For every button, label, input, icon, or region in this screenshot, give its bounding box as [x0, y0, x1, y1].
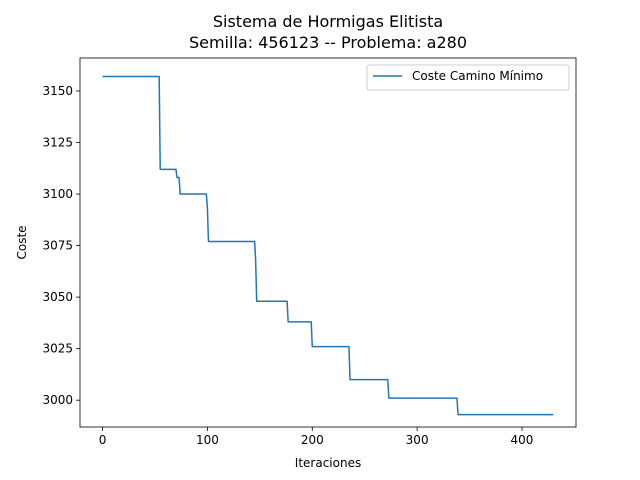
y-tick-label: 3000 [42, 393, 73, 407]
legend-label-coste-camino-minimo: Coste Camino Mínimo [412, 69, 543, 83]
y-tick-label: 3150 [42, 84, 73, 98]
x-tick-label: 100 [196, 433, 219, 447]
plot-area [80, 58, 576, 427]
x-axis-label: Iteraciones [295, 456, 361, 470]
chart-subtitle: Semilla: 456123 -- Problema: a280 [189, 33, 467, 52]
x-tick-label: 200 [301, 433, 324, 447]
y-axis: 3000 3025 3050 3075 3100 3125 3150 [42, 84, 80, 407]
legend: Coste Camino Mínimo [366, 64, 570, 91]
series-line-0 [102, 75, 554, 416]
legend-box [366, 64, 570, 91]
series-layer [102, 75, 554, 416]
plot-frame [79, 57, 577, 428]
y-axis-label: Coste [15, 225, 29, 259]
y-tick-label: 3050 [42, 290, 73, 304]
y-tick-label: 3025 [42, 342, 73, 356]
y-tick-label: 3075 [42, 239, 73, 253]
x-tick-label: 300 [406, 433, 429, 447]
x-tick-label: 0 [99, 433, 107, 447]
y-tick-label: 3125 [42, 136, 73, 150]
y-tick-label: 3100 [42, 187, 73, 201]
x-axis: 0 100 200 300 400 [99, 427, 534, 447]
chart-title: Sistema de Hormigas Elitista [213, 12, 443, 31]
x-tick-label: 400 [511, 433, 534, 447]
